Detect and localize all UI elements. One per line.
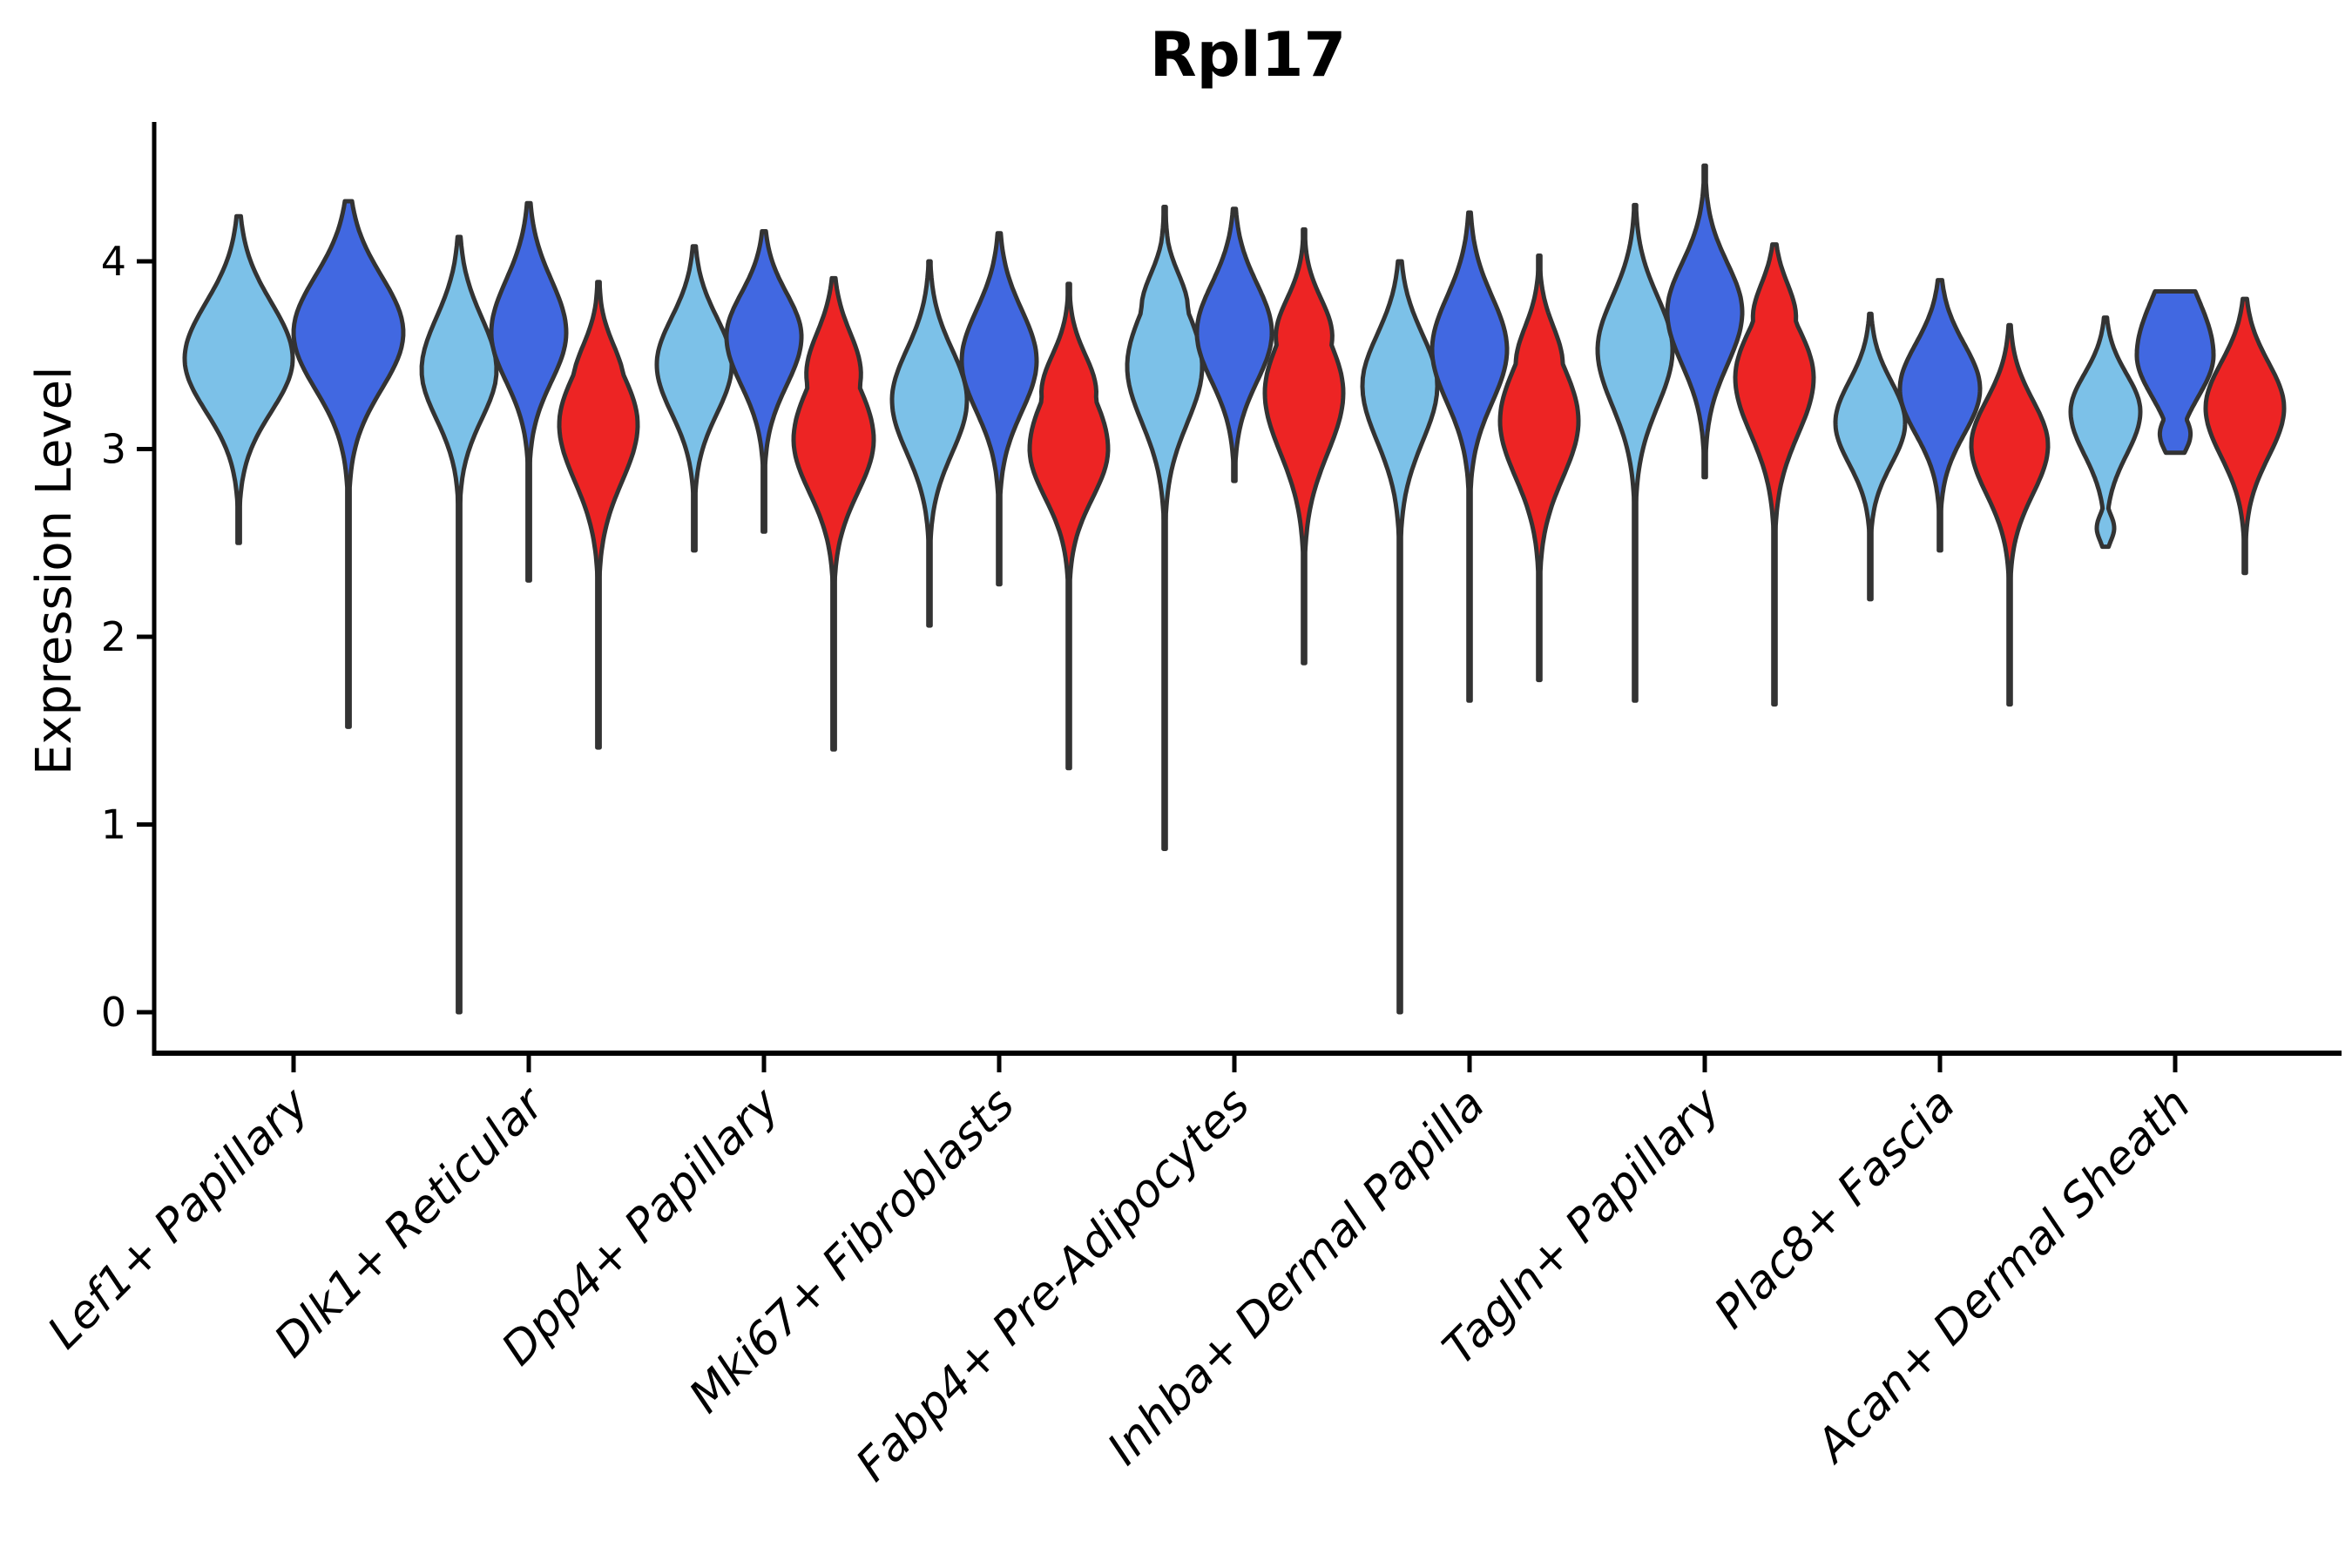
violin-plac8-fascia-dark_blue bbox=[1897, 278, 1983, 553]
violin-dlk1-reticular-red bbox=[557, 280, 640, 750]
x-category-label-fabp4-pre-adipocytes: Fabp4+ Pre-Adipocytes bbox=[847, 1078, 1260, 1492]
violin-mki67-fibroblasts-red bbox=[1027, 281, 1111, 771]
violin-mki67-fibroblasts-light_blue bbox=[889, 259, 970, 628]
violin-dpp4-papillary-red bbox=[791, 275, 876, 752]
y-tick-label-0: 0 bbox=[101, 989, 126, 1036]
y-tick-label-4: 4 bbox=[101, 238, 126, 285]
y-tick-label-1: 1 bbox=[101, 801, 126, 848]
violin-inhba-dermal-papilla-red bbox=[1497, 253, 1581, 683]
violin-plac8-fascia-red bbox=[1969, 322, 2051, 707]
x-category-label-acan-dermal-sheath: Acan+ Dermal Sheath bbox=[1805, 1078, 2200, 1474]
violin-dpp4-papillary-dark_blue bbox=[724, 229, 804, 534]
x-category-label-inhba-dermal-papilla: Inhba+ Dermal Papilla bbox=[1098, 1078, 1495, 1476]
violin-fabp4-pre-adipocytes-dark_blue bbox=[1194, 206, 1274, 483]
violin-lef1-papillary-light_blue bbox=[182, 213, 295, 545]
violin-dlk1-reticular-dark_blue bbox=[489, 200, 569, 583]
violin-tagln-papillary-light_blue bbox=[1595, 202, 1675, 703]
violin-inhba-dermal-papilla-dark_blue bbox=[1429, 210, 1510, 703]
x-category-label-plac8-fascia: Plac8+ Fascia bbox=[1705, 1078, 1965, 1339]
violin-mki67-fibroblasts-dark_blue bbox=[959, 231, 1039, 587]
violin-fabp4-pre-adipocytes-light_blue bbox=[1125, 205, 1205, 851]
violin-acan-dermal-sheath-dark_blue bbox=[2134, 289, 2216, 456]
y-axis-label: Expression Level bbox=[26, 366, 83, 775]
y-tick-label-3: 3 bbox=[101, 426, 126, 473]
violin-lef1-papillary-dark_blue bbox=[291, 199, 406, 729]
violin-tagln-papillary-dark_blue bbox=[1665, 163, 1745, 480]
violin-plac8-fascia-light_blue bbox=[1833, 311, 1908, 602]
violin-inhba-dermal-papilla-light_blue bbox=[1360, 259, 1440, 1015]
violin-dpp4-papillary-light_blue bbox=[654, 244, 734, 553]
violin-acan-dermal-sheath-red bbox=[2203, 296, 2287, 576]
y-tick-label-2: 2 bbox=[101, 613, 126, 660]
page-title: Rpl17 bbox=[1149, 19, 1347, 91]
violin-fabp4-pre-adipocytes-red bbox=[1262, 226, 1346, 666]
violin-acan-dermal-sheath-light_blue bbox=[2068, 315, 2143, 550]
violin-dlk1-reticular-light_blue bbox=[419, 234, 499, 1015]
violin-tagln-papillary-red bbox=[1733, 242, 1816, 707]
